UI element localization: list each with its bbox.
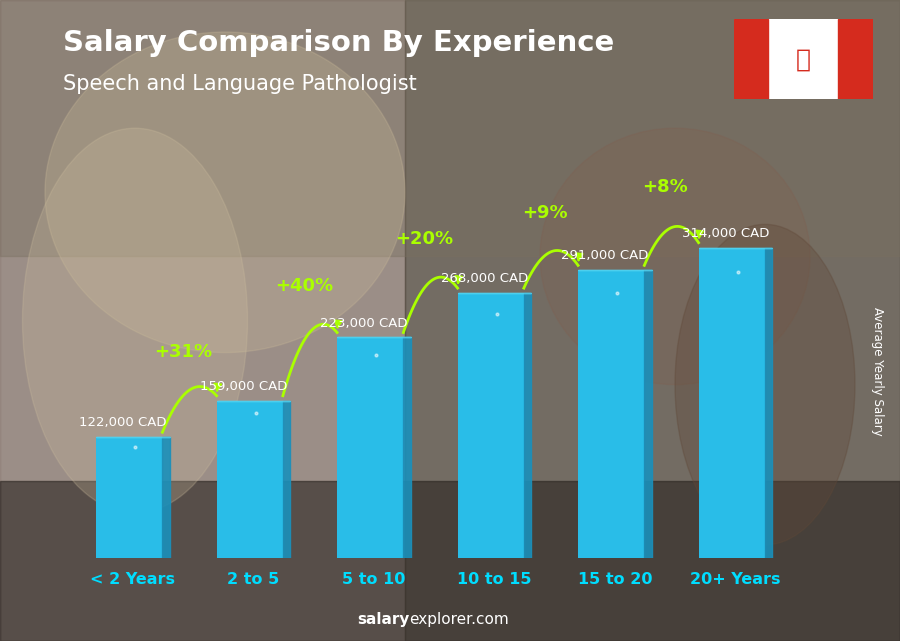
Bar	[405, 0, 900, 641]
Text: 291,000 CAD: 291,000 CAD	[562, 249, 649, 262]
Bar	[0, 0, 405, 641]
Text: 2 to 5: 2 to 5	[227, 572, 280, 588]
Bar	[578, 271, 644, 558]
Bar	[217, 401, 283, 558]
Polygon shape	[162, 437, 169, 558]
Polygon shape	[644, 271, 652, 558]
Text: 122,000 CAD: 122,000 CAD	[79, 416, 167, 429]
Polygon shape	[283, 401, 290, 558]
Text: explorer.com: explorer.com	[410, 612, 509, 627]
Text: Salary Comparison By Experience: Salary Comparison By Experience	[63, 29, 614, 57]
Ellipse shape	[45, 32, 405, 353]
Bar	[457, 293, 524, 558]
Text: 314,000 CAD: 314,000 CAD	[682, 227, 770, 240]
Text: +31%: +31%	[155, 343, 212, 361]
Text: < 2 Years: < 2 Years	[90, 572, 176, 588]
Bar	[0, 0, 900, 256]
Polygon shape	[403, 337, 410, 558]
Text: 5 to 10: 5 to 10	[342, 572, 406, 588]
Text: 🍁: 🍁	[796, 47, 811, 71]
Bar	[734, 19, 769, 99]
Bar	[0, 481, 900, 641]
Bar	[96, 437, 162, 558]
Bar	[338, 337, 403, 558]
Text: +9%: +9%	[522, 204, 568, 222]
Bar	[698, 247, 765, 558]
Text: 268,000 CAD: 268,000 CAD	[441, 272, 528, 285]
Text: 223,000 CAD: 223,000 CAD	[320, 317, 408, 329]
Ellipse shape	[540, 128, 810, 385]
Text: Average Yearly Salary: Average Yearly Salary	[871, 308, 884, 436]
Text: +8%: +8%	[643, 178, 689, 196]
Text: salary: salary	[357, 612, 410, 627]
Text: 15 to 20: 15 to 20	[578, 572, 652, 588]
Text: 20+ Years: 20+ Years	[690, 572, 780, 588]
Text: Speech and Language Pathologist: Speech and Language Pathologist	[63, 74, 417, 94]
Polygon shape	[765, 247, 772, 558]
Text: +40%: +40%	[274, 277, 333, 295]
Polygon shape	[524, 293, 531, 558]
Text: 10 to 15: 10 to 15	[457, 572, 532, 588]
Ellipse shape	[675, 224, 855, 545]
Bar	[838, 19, 873, 99]
Ellipse shape	[22, 128, 248, 513]
Text: 159,000 CAD: 159,000 CAD	[200, 379, 287, 393]
Text: +20%: +20%	[395, 229, 454, 247]
